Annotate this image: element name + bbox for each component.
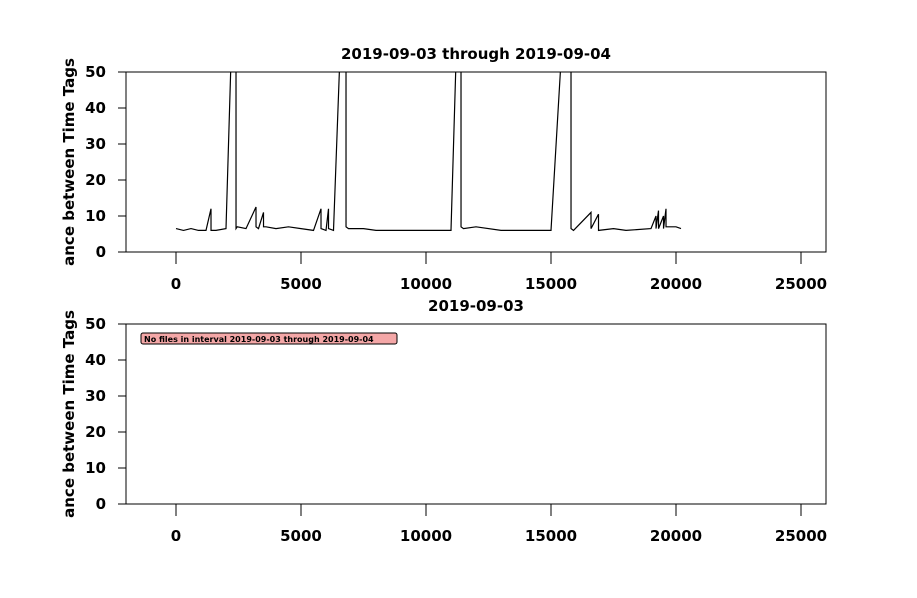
y-tick-label: 40 — [85, 351, 106, 369]
y-tick-label: 10 — [85, 207, 106, 225]
y-tick-label: 20 — [85, 423, 106, 441]
x-tick-label: 20000 — [650, 527, 702, 545]
annotation-box — [140, 332, 398, 345]
annotation: No files in interval 2019-09-03 through … — [144, 335, 374, 344]
chart-title: 2019-09-03 through 2019-09-04 — [341, 45, 611, 63]
x-tick-label: 0 — [171, 275, 181, 293]
x-tick-label: 25000 — [775, 275, 827, 293]
y-tick-label: 0 — [96, 495, 106, 513]
x-tick-label: 20000 — [650, 275, 702, 293]
x-tick-label: 5000 — [280, 275, 322, 293]
x-tick-label: 10000 — [400, 275, 452, 293]
y-tick-label: 20 — [85, 171, 106, 189]
x-tick-label: 5000 — [280, 527, 322, 545]
x-tick-label: 15000 — [525, 527, 577, 545]
x-tick-label: 25000 — [775, 527, 827, 545]
y-axis-label: ance between Time Tags — [60, 310, 78, 518]
y-tick-label: 40 — [85, 99, 106, 117]
data-line — [175, 72, 682, 232]
plot-frame — [125, 323, 827, 505]
y-tick-label: 30 — [85, 135, 106, 153]
y-tick-label: 50 — [85, 315, 106, 333]
x-tick-label: 15000 — [525, 275, 577, 293]
y-axis-label: ance between Time Tags — [60, 58, 78, 266]
y-tick-label: 30 — [85, 387, 106, 405]
y-tick-label: 10 — [85, 459, 106, 477]
y-tick-label: 0 — [96, 243, 106, 261]
y-tick-label: 50 — [85, 63, 106, 81]
plot-frame — [125, 71, 827, 253]
x-tick-label: 10000 — [400, 527, 452, 545]
x-tick-label: 0 — [171, 527, 181, 545]
chart-title: 2019-09-03 — [428, 297, 524, 315]
